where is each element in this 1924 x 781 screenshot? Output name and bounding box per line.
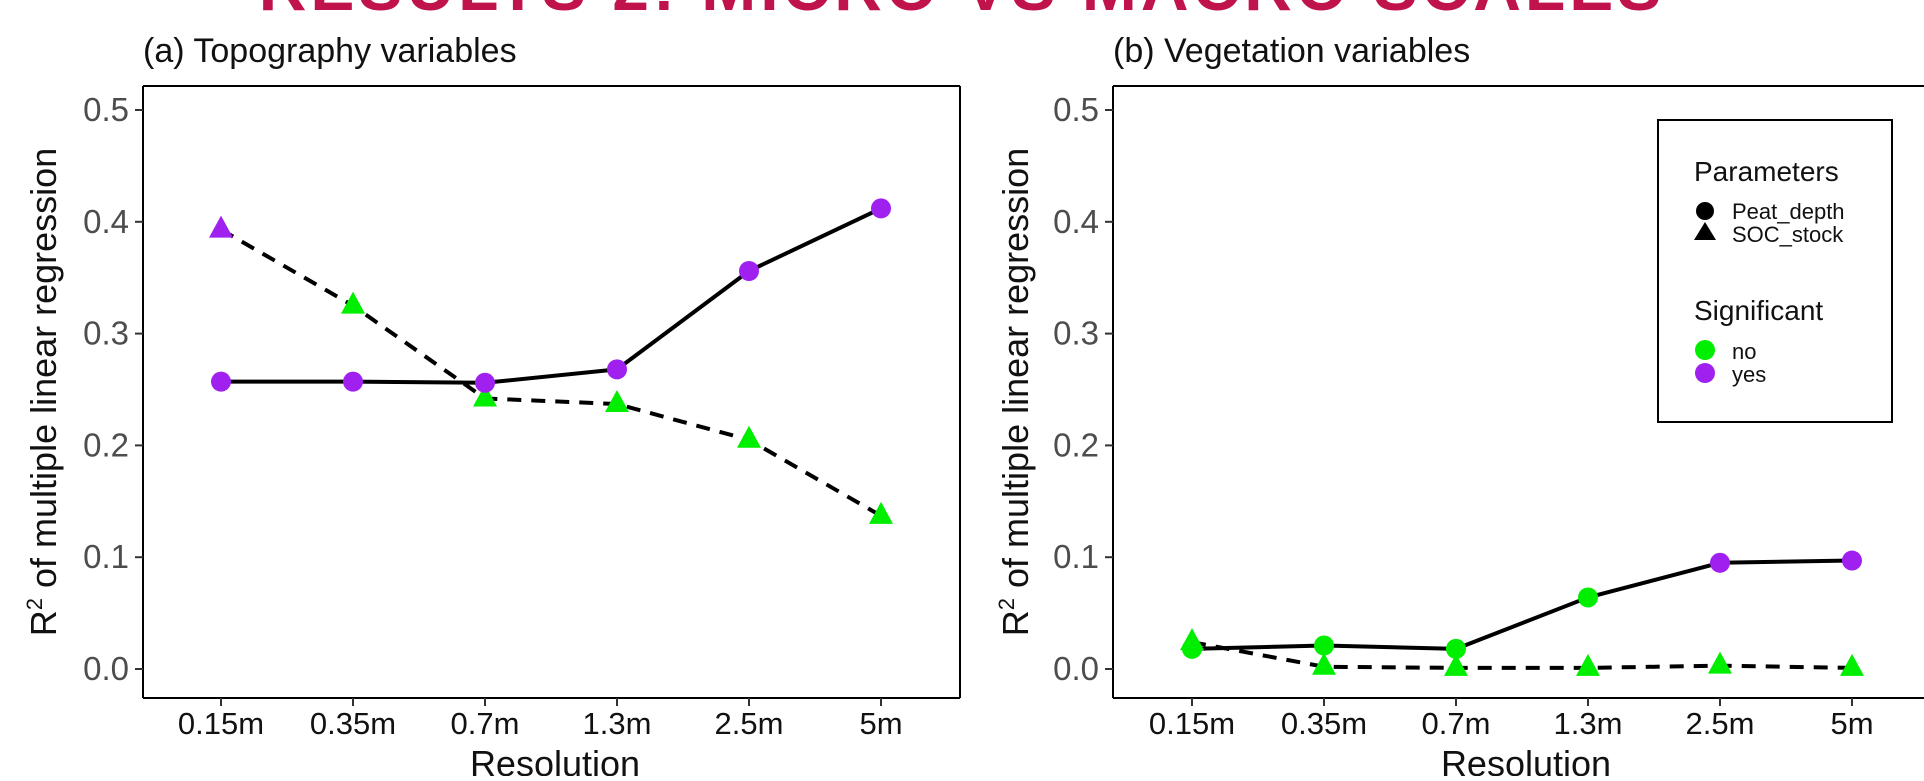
panel-a-peat-depth-point (739, 260, 759, 281)
panel-b-y-tick-label: 0.2 (1053, 426, 1099, 463)
legend: Parameters Peat_depth SOC_stock Signific… (1657, 119, 1893, 423)
panel-b-peat-depth-point (1710, 552, 1730, 573)
panel-a-soc-stock-point (473, 384, 497, 407)
panel-b-soc-stock-point (1708, 651, 1732, 674)
panel-b-y-axis-label-sup: 2 (994, 598, 1019, 610)
panel-a-y-tick-label: 0.0 (83, 650, 129, 687)
panel-b-soc-stock-line (1191, 640, 1853, 670)
panel-a-soc-stock-point (737, 425, 761, 448)
panel-a-y-tick-label: 0.4 (83, 203, 129, 240)
panel-a-x-tick-label: 0.7m (451, 706, 520, 741)
panel-a-soc-stock-point (341, 291, 365, 314)
panel-a-peat-depth-point (343, 371, 363, 392)
panel-a-y-tick-label: 0.2 (83, 426, 129, 463)
panel-a-peat-depth-point (211, 371, 231, 392)
panel-topography: (a) Topography variables Resolution R2 o… (22, 32, 961, 781)
panel-b-x-tick-label: 2.5m (1686, 706, 1755, 741)
panel-b-y-tick-label: 0.5 (1053, 91, 1099, 128)
panel-a-x-tick-label: 5m (859, 706, 902, 741)
panel-b-peat-depth-point (1314, 635, 1334, 656)
panel-b-y-tick-label: 0.1 (1053, 538, 1099, 575)
panel-b-soc-stock-point (1576, 653, 1600, 676)
legend-item-soc-stock: SOC_stock (1732, 222, 1844, 247)
legend-no-swatch (1695, 340, 1715, 360)
panel-a-y-axis-label-base: R (23, 610, 64, 636)
panel-b-soc-stock-point (1312, 652, 1336, 675)
panel-b-title: (b) Vegetation variables (1113, 32, 1470, 70)
panel-a-y-tick-label: 0.5 (83, 91, 129, 128)
panel-a-y-axis-label: R2 of multiple linear regression (22, 148, 64, 636)
panel-b-y-axis-label-base: R (995, 610, 1036, 636)
panel-b-y-tick-label: 0.0 (1053, 650, 1099, 687)
panel-a-soc-stock-point (209, 215, 233, 238)
panel-a-peat-depth-point (871, 198, 891, 219)
legend-color-title: Significant (1694, 295, 1823, 326)
panel-b-x-tick-label: 0.35m (1281, 706, 1367, 741)
panel-b-x-tick-label: 5m (1830, 706, 1873, 741)
panel-b-peat-depth-point (1446, 638, 1466, 659)
panel-a-y-axis-label-sup: 2 (22, 598, 47, 610)
legend-triangle-icon (1694, 222, 1716, 240)
panel-a-soc-stock-point (605, 390, 629, 413)
legend-circle-icon (1696, 202, 1714, 220)
panel-vegetation: (b) Vegetation variables Resolution R2 o… (994, 32, 1924, 781)
panel-a-peat-depth-point (607, 359, 627, 380)
panel-b-y-tick-label: 0.3 (1053, 315, 1099, 352)
panel-a-y-axis-label-rest: of multiple linear regression (23, 148, 64, 598)
panel-b-x-axis-label: Resolution (1441, 743, 1611, 776)
panel-b-peat-depth-point (1842, 550, 1862, 571)
panel-b-peat-depth-point (1182, 638, 1202, 659)
legend-item-yes: yes (1732, 362, 1766, 387)
panel-a-x-tick-label: 0.35m (310, 706, 396, 741)
panel-a-x-tick-label: 0.15m (178, 706, 264, 741)
panel-a-soc-stock-point (869, 501, 893, 524)
panel-a-peat-depth-point (475, 372, 495, 393)
panel-a-x-tick-label: 2.5m (715, 706, 784, 741)
panel-a-peat-depth-line (221, 206, 882, 385)
panel-b-peat-depth-line (1191, 558, 1853, 651)
legend-item-peat-depth: Peat_depth (1732, 199, 1845, 224)
panel-a-y-tick-label: 0.3 (83, 315, 129, 352)
legend-shape-title: Parameters (1694, 156, 1839, 187)
panel-a-x-axis-label: Resolution (470, 743, 640, 776)
legend-yes-swatch (1695, 363, 1715, 383)
panel-b-y-axis-label-rest: of multiple linear regression (995, 148, 1036, 598)
banner-title: RESULTS 2: MICRO VS MACRO SCALES (259, 0, 1666, 24)
panel-a-soc-stock-line (220, 227, 882, 518)
panel-a-y-tick-label: 0.1 (83, 538, 129, 575)
panel-b-x-tick-label: 1.3m (1554, 706, 1623, 741)
panel-b-soc-stock-point (1840, 653, 1864, 676)
panel-a-title: (a) Topography variables (143, 32, 517, 70)
panel-b-y-tick-label: 0.4 (1053, 203, 1099, 240)
panel-b-soc-stock-point (1444, 653, 1468, 676)
panel-a-x-tick-label: 1.3m (583, 706, 652, 741)
panel-b-y-axis-label: R2 of multiple linear regression (994, 148, 1036, 636)
panel-b-x-tick-label: 0.15m (1149, 706, 1235, 741)
panel-b-peat-depth-point (1578, 587, 1598, 608)
legend-item-no: no (1732, 339, 1756, 364)
panel-b-x-tick-label: 0.7m (1422, 706, 1491, 741)
